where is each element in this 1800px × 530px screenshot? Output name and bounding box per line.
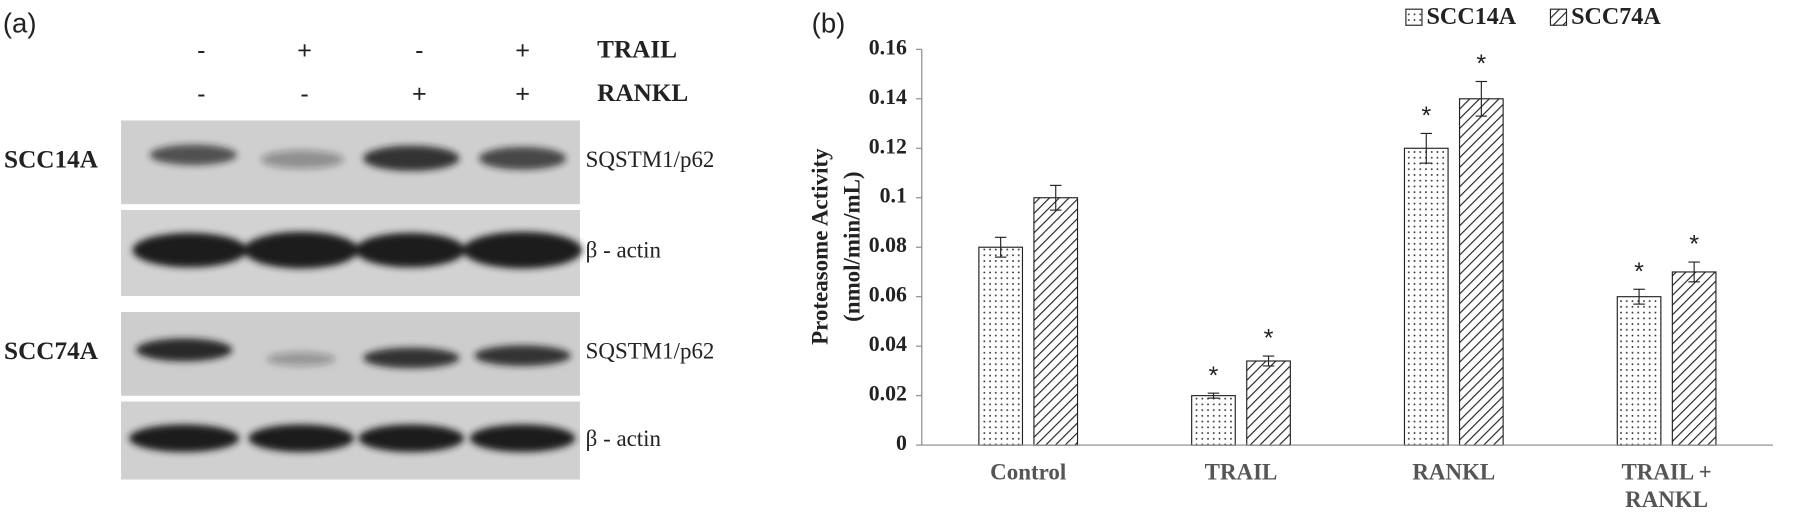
x-tick-label-box: Control	[990, 460, 1067, 486]
y-axis-label: Proteasome Activity	[807, 148, 832, 345]
treatment-sign: +	[412, 80, 427, 108]
y-tick-label: 0.12	[869, 134, 907, 158]
x-tick-label: TRAIL + RANKL	[1621, 460, 1712, 513]
y-tick-label: 0.1	[880, 184, 907, 208]
error-bar	[1207, 392, 1220, 399]
y-axis-label: (nmol/min/mL)	[839, 171, 864, 321]
error-bar	[1049, 184, 1062, 211]
legend-label: SCC14A	[1427, 4, 1517, 30]
panel-label: (a)	[3, 8, 37, 39]
y-tick-label: 0.14	[869, 85, 907, 109]
band-label: β - actin	[586, 238, 662, 263]
x-tick-label-box: TRAIL	[1204, 460, 1278, 486]
treatment-sign: +	[515, 80, 530, 108]
y-tick-label: 0.06	[869, 283, 907, 307]
legend-swatch	[1549, 8, 1568, 26]
significance-mark: *	[1209, 362, 1219, 390]
legend-label: SCC74A	[1571, 4, 1661, 30]
y-tick-label: 0.04	[869, 332, 907, 356]
significance-mark: *	[1421, 102, 1431, 130]
x-tick-label: TRAIL	[1204, 460, 1278, 486]
bar	[1246, 360, 1291, 446]
x-tick-label-box: TRAIL + RANKL	[1621, 460, 1712, 513]
x-tick-label: Control	[990, 460, 1067, 486]
band-label: SQSTM1/p62	[586, 339, 715, 364]
y-tick-label: 0.02	[869, 382, 907, 406]
y-tick-label: 0.08	[869, 233, 907, 257]
bar	[978, 246, 1024, 446]
treatment-sign: -	[197, 80, 205, 108]
cell-line: SCC74A	[4, 338, 99, 365]
bar	[1191, 395, 1236, 446]
y-tick-label: 0.16	[869, 35, 907, 59]
bar	[1403, 147, 1449, 446]
band-label: SQSTM1/p62	[586, 147, 715, 172]
bar	[1616, 296, 1662, 446]
significance-mark: *	[1634, 258, 1644, 286]
treatment-sign: +	[297, 36, 312, 64]
blot	[121, 120, 583, 480]
error-bar	[1475, 80, 1488, 117]
band-label: β - actin	[586, 426, 662, 451]
bar	[1033, 197, 1079, 446]
treatment-name: RANKL	[597, 80, 688, 107]
significance-mark: *	[1476, 50, 1486, 78]
x-tick-label: RANKL	[1412, 460, 1496, 486]
treatment-sign: -	[415, 36, 423, 64]
x-tick-label-box: RANKL	[1412, 460, 1496, 486]
significance-mark: *	[1264, 325, 1274, 353]
error-bar	[1420, 132, 1433, 164]
significance-mark: *	[1689, 231, 1699, 259]
treatment-name: TRAIL	[597, 36, 677, 63]
error-bar	[1633, 288, 1645, 305]
treatment-sign: -	[197, 36, 205, 64]
error-bar	[1262, 355, 1275, 367]
error-bar	[994, 236, 1007, 258]
treatment-sign: -	[300, 80, 308, 108]
bar	[1671, 271, 1717, 446]
bar	[1458, 98, 1504, 446]
panel-label: (b)	[812, 8, 846, 39]
legend-swatch	[1405, 8, 1423, 26]
treatment-sign: +	[515, 36, 530, 64]
cell-line: SCC14A	[4, 147, 99, 174]
error-bar	[1688, 261, 1700, 283]
y-tick-label: 0	[896, 431, 907, 455]
